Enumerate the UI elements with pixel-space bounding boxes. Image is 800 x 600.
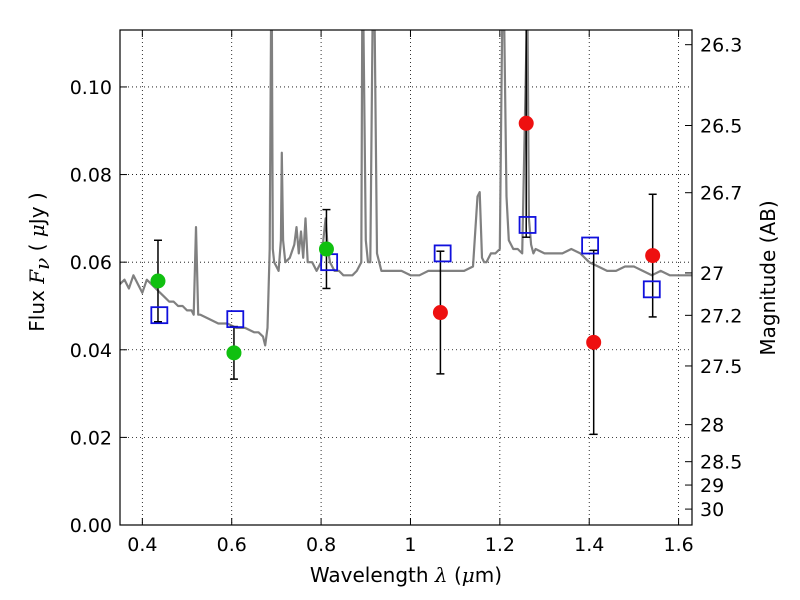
red-observed-point	[432, 305, 448, 321]
model-square-point	[226, 310, 245, 329]
model-square-point	[642, 280, 661, 299]
y-tick-label: 0.04	[70, 340, 112, 362]
model-square-point	[433, 244, 452, 263]
y-tick-label: 0.08	[70, 165, 112, 187]
y-tick-label: 0.06	[70, 252, 112, 274]
x-tick-label: 1.6	[663, 534, 693, 556]
spectrum-layer	[120, 30, 692, 347]
y-axis-label: Flux Fν ( μJy )	[25, 192, 54, 331]
mag-tick-label: 30	[700, 499, 724, 521]
y-tick-label: 0.02	[70, 427, 112, 449]
red-observed-point	[586, 334, 602, 350]
data-markers	[150, 115, 661, 361]
mag-tick-label: 26.3	[700, 35, 742, 57]
x-tick-label: 1.2	[485, 534, 515, 556]
right-axis-label: Magnitude (AB)	[756, 200, 780, 355]
y-tick-label: 0.10	[70, 77, 112, 99]
error-bars	[153, 30, 657, 436]
green-observed-point	[226, 345, 242, 361]
grid-lines	[120, 30, 692, 526]
green-observed-point	[318, 241, 334, 257]
model-square-point	[581, 236, 600, 255]
green-observed-point	[150, 273, 166, 289]
x-tick-label: 0.8	[306, 534, 336, 556]
red-observed-point	[645, 248, 661, 264]
x-tick-label: 0.6	[217, 534, 247, 556]
tick-labels: 0.4 0.6 0.8 1 1.2 1.4 1.6 0.00 0.02 0.04 0.06 0.08 0…	[70, 35, 743, 556]
mag-tick-label: 29	[700, 475, 724, 497]
axis-ticks	[120, 30, 692, 526]
x-tick-label: 1.4	[574, 534, 604, 556]
mag-tick-label: 27.2	[700, 305, 742, 327]
model-square-point	[150, 306, 169, 325]
plot-frame	[119, 29, 693, 526]
mag-tick-label: 26.7	[700, 183, 742, 205]
x-tick-label: 0.4	[127, 534, 157, 556]
red-observed-point	[518, 115, 534, 131]
mag-tick-label: 28	[700, 415, 724, 437]
y-tick-label: 0.00	[70, 515, 112, 537]
mag-tick-label: 26.5	[700, 115, 742, 137]
x-tick-label: 1	[404, 534, 416, 556]
mag-tick-label: 27.5	[700, 356, 742, 378]
model-square-point	[518, 216, 537, 234]
spectrum-line	[120, 30, 692, 347]
mag-tick-label: 27	[700, 263, 724, 285]
mag-tick-label: 28.5	[700, 452, 742, 474]
x-axis-label: Wavelength λ (μm)	[310, 563, 502, 587]
